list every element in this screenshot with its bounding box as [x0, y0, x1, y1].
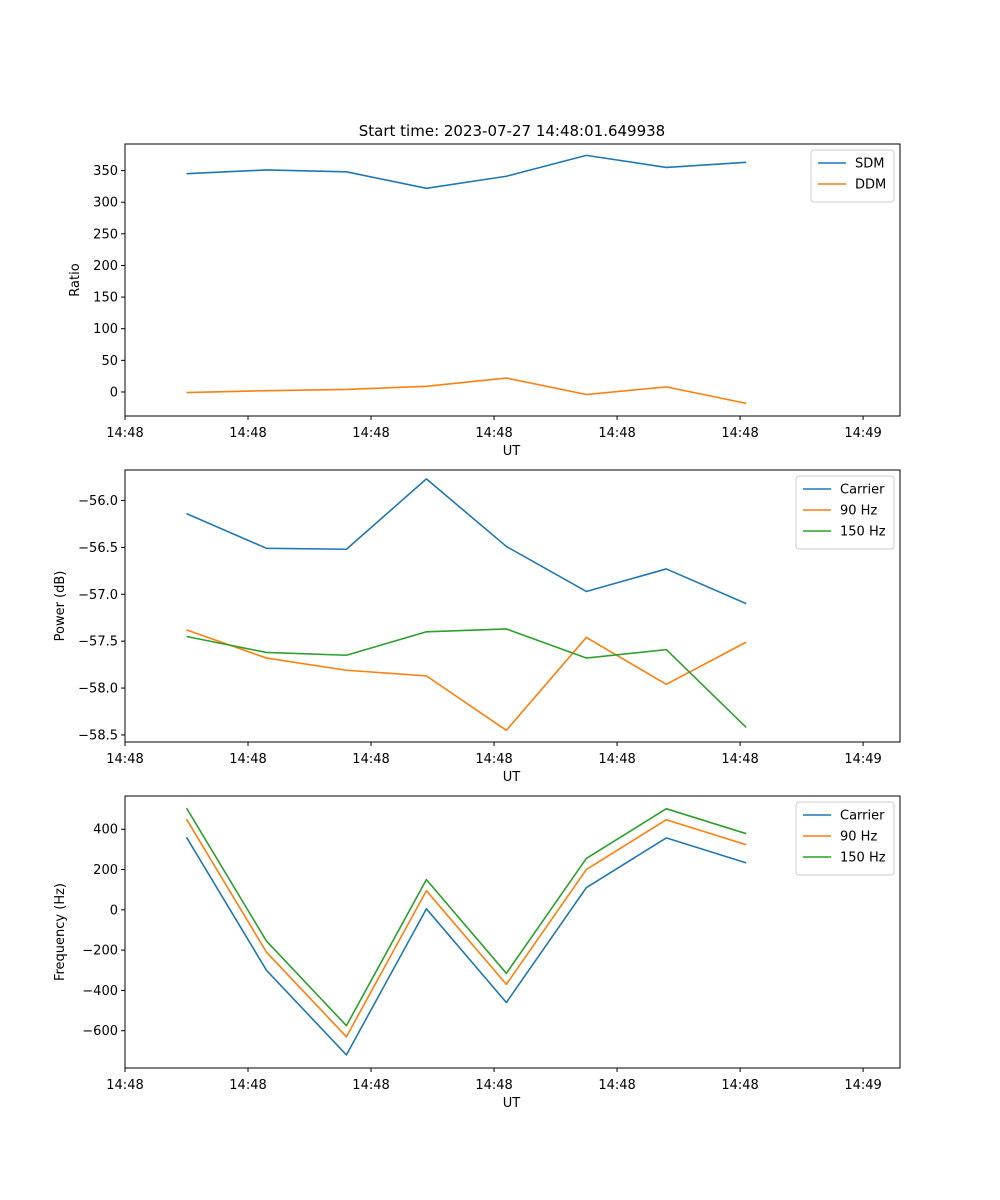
y-tick-label: 0 — [110, 903, 118, 918]
power-panel: −58.5 −58.0 −57.5 −57.0 −56.5 −56.0 14:48 14:48… — [53, 469, 901, 785]
ratio-panel: 0 50 100 150 200 250 300 350 14:48 14:48 14:48 14:4… — [68, 143, 901, 459]
y-tick-label: −56.0 — [78, 494, 118, 509]
y-tick-label: 50 — [101, 354, 118, 369]
x-tick-label: 14:48 — [721, 1078, 758, 1093]
y-tick-label: −57.5 — [78, 635, 118, 650]
frequency-y-axis-label: Frequency (Hz) — [53, 883, 68, 981]
x-tick-label: 14:49 — [844, 752, 881, 767]
x-tick-label: 14:49 — [844, 1078, 881, 1093]
power-series-carrier — [186, 478, 747, 605]
y-tick-label: 150 — [93, 291, 118, 306]
x-tick-label: 14:48 — [721, 426, 758, 441]
power-axes-frame — [124, 469, 901, 743]
x-tick-label: 14:48 — [229, 426, 266, 441]
y-tick-label: −58.5 — [78, 728, 118, 743]
y-tick-label: −600 — [82, 1024, 118, 1039]
ratio-axes-frame — [124, 143, 901, 417]
legend-label: 150 Hz — [840, 851, 886, 866]
frequency-x-axis-label: UT — [503, 1096, 521, 1111]
y-tick-label: −200 — [82, 944, 118, 959]
y-tick-label: 100 — [93, 322, 118, 337]
x-tick-label: 14:48 — [106, 1078, 143, 1093]
frequency-series-90-hz — [185, 818, 747, 1038]
y-tick-label: 350 — [93, 164, 118, 179]
y-tick-label: −57.0 — [78, 588, 118, 603]
power-series-150-hz — [186, 628, 747, 729]
y-tick-label: 200 — [93, 863, 118, 878]
x-tick-label: 14:48 — [229, 752, 266, 767]
ratio-y-axis-label: Ratio — [68, 263, 83, 296]
x-tick-label: 14:48 — [475, 426, 512, 441]
frequency-legend: Carrier 90 Hz 150 Hz — [795, 801, 895, 876]
y-tick-label: 300 — [93, 196, 118, 211]
power-x-axis-label: UT — [503, 770, 521, 785]
ratio-series-ddm — [186, 377, 747, 405]
y-tick-label: 0 — [110, 385, 118, 400]
x-tick-label: 14:48 — [598, 752, 635, 767]
chart-title: Start time: 2023-07-27 14:48:01.649938 — [359, 122, 665, 140]
x-tick-label: 14:48 — [598, 426, 635, 441]
legend-label: 90 Hz — [840, 504, 877, 519]
x-tick-label: 14:48 — [106, 426, 143, 441]
frequency-axes-frame — [124, 795, 901, 1069]
x-tick-label: 14:48 — [106, 752, 143, 767]
legend-label: SDM — [855, 157, 884, 172]
ratio-series-sdm — [186, 154, 747, 190]
legend-label: 150 Hz — [840, 525, 886, 540]
x-tick-label: 14:48 — [229, 1078, 266, 1093]
y-tick-label: 250 — [93, 227, 118, 242]
power-legend: Carrier 90 Hz 150 Hz — [795, 475, 895, 550]
power-series-90-hz — [186, 629, 747, 732]
ratio-x-axis-label: UT — [503, 444, 521, 459]
x-tick-label: 14:49 — [844, 426, 881, 441]
y-tick-label: −400 — [82, 984, 118, 999]
y-tick-label: −58.0 — [78, 682, 118, 697]
legend-label: Carrier — [840, 809, 885, 824]
frequency-panel: −600 −400 −200 0 200 400 14:48 14:48 14:48 14:48 1… — [53, 795, 901, 1111]
x-tick-label: 14:48 — [352, 1078, 389, 1093]
y-tick-label: 200 — [93, 259, 118, 274]
x-tick-label: 14:48 — [475, 752, 512, 767]
ratio-legend: SDM DDM — [810, 149, 895, 203]
y-tick-label: 400 — [93, 823, 118, 838]
frequency-series-carrier — [185, 836, 747, 1056]
x-tick-label: 14:48 — [598, 1078, 635, 1093]
legend-label: 90 Hz — [840, 830, 877, 845]
frequency-series-150-hz — [185, 807, 747, 1027]
power-y-axis-label: Power (dB) — [53, 571, 68, 642]
x-tick-label: 14:48 — [721, 752, 758, 767]
legend-label: DDM — [855, 178, 886, 193]
legend-label: Carrier — [840, 483, 885, 498]
y-tick-label: −56.5 — [78, 541, 118, 556]
x-tick-label: 14:48 — [475, 1078, 512, 1093]
x-tick-label: 14:48 — [352, 752, 389, 767]
x-tick-label: 14:48 — [352, 426, 389, 441]
